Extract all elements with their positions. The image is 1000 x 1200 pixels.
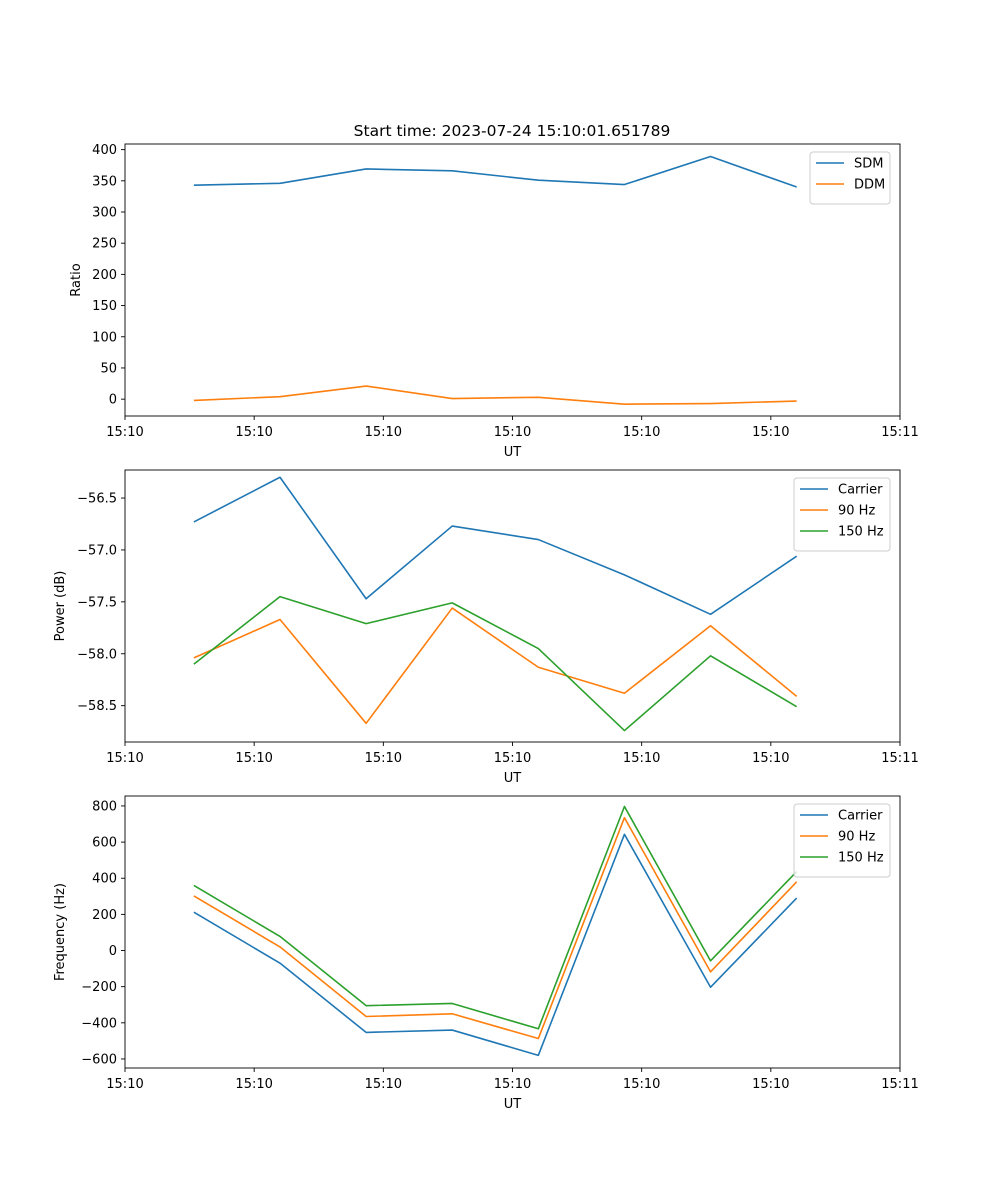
x-tick-label: 15:10 — [365, 425, 402, 440]
legend-label: Carrier — [838, 809, 883, 824]
y-axis-label: Power (dB) — [53, 571, 68, 642]
y-tick-label: 400 — [92, 143, 117, 158]
legend: SDM DDM — [809, 151, 891, 205]
series-line-sdm — [193, 155, 797, 188]
y-tick-label: −200 — [81, 980, 117, 995]
series-line-150-hz — [193, 595, 798, 732]
y-tick-label: 100 — [92, 330, 117, 345]
legend: Carrier 90 Hz 150 Hz — [793, 477, 891, 552]
x-axis-label: UT — [504, 1097, 522, 1112]
axes-frame — [124, 143, 901, 417]
y-tick-label: −600 — [81, 1052, 117, 1067]
series-line-150-hz — [193, 805, 798, 1030]
y-tick-label: 600 — [92, 836, 117, 851]
legend-box — [793, 803, 891, 878]
y-tick-label: 300 — [92, 206, 117, 221]
x-tick-label: 15:10 — [494, 1077, 531, 1092]
legend-label: SDM — [854, 157, 883, 172]
x-tick-label: 15:10 — [752, 1077, 789, 1092]
y-tick-label: −56.5 — [77, 492, 117, 507]
y-tick-label: −57.5 — [77, 595, 117, 610]
y-tick-label: 150 — [92, 299, 117, 314]
chart-panel-1: 15:10 15:10 15:10 15:10 15:10 15:10 15:11 0 50 10… — [69, 143, 919, 460]
legend-label: 90 Hz — [838, 830, 875, 845]
series-line-carrier — [193, 476, 798, 616]
legend-box — [809, 151, 891, 205]
x-tick-label: 15:10 — [494, 425, 531, 440]
x-tick-label: 15:11 — [881, 425, 918, 440]
x-tick-label: 15:10 — [106, 425, 143, 440]
x-tick-label: 15:10 — [752, 425, 789, 440]
x-tick-label: 15:10 — [235, 751, 272, 766]
y-tick-label: 0 — [109, 393, 117, 408]
x-tick-label: 15:10 — [623, 425, 660, 440]
axes-frame — [124, 795, 901, 1069]
series-line-90-hz — [193, 816, 798, 1040]
y-tick-label: 0 — [109, 944, 117, 959]
series-line-90-hz — [193, 607, 798, 725]
x-tick-label: 15:10 — [623, 1077, 660, 1092]
y-tick-label: −58.5 — [77, 699, 117, 714]
x-tick-label: 15:10 — [106, 1077, 143, 1092]
y-tick-label: −400 — [81, 1016, 117, 1031]
x-tick-label: 15:10 — [365, 751, 402, 766]
y-tick-label: 800 — [92, 799, 117, 814]
legend-box — [793, 477, 891, 552]
x-axis-label: UT — [504, 771, 522, 786]
legend-label: 150 Hz — [838, 525, 884, 540]
x-tick-label: 15:10 — [752, 751, 789, 766]
y-tick-label: 50 — [100, 361, 117, 376]
legend: Carrier 90 Hz 150 Hz — [793, 803, 891, 878]
y-tick-label: 400 — [92, 872, 117, 887]
figure-title: Start time: 2023-07-24 15:10:01.651789 — [354, 122, 671, 140]
legend-label: DDM — [854, 178, 885, 193]
y-tick-label: 200 — [92, 268, 117, 283]
y-tick-label: 250 — [92, 237, 117, 252]
series-line-ddm — [193, 385, 797, 405]
y-tick-label: 350 — [92, 174, 117, 189]
y-tick-label: −58.0 — [77, 647, 117, 662]
x-tick-label: 15:10 — [494, 751, 531, 766]
legend-label: 150 Hz — [838, 851, 884, 866]
x-tick-label: 15:10 — [106, 751, 143, 766]
x-tick-label: 15:10 — [365, 1077, 402, 1092]
legend-label: Carrier — [838, 483, 883, 498]
y-tick-label: 200 — [92, 908, 117, 923]
y-tick-label: −57.0 — [77, 543, 117, 558]
x-tick-label: 15:10 — [235, 1077, 272, 1092]
chart-panel-2: 15:10 15:10 15:10 15:10 15:10 15:10 15:11 −58.5… — [53, 469, 919, 786]
y-axis-label: Ratio — [69, 263, 84, 296]
x-tick-label: 15:11 — [881, 1077, 918, 1092]
x-tick-label: 15:10 — [623, 751, 660, 766]
legend-label: 90 Hz — [838, 504, 875, 519]
x-tick-label: 15:10 — [235, 425, 272, 440]
y-axis-label: Frequency (Hz) — [53, 883, 68, 981]
axes-frame — [124, 469, 901, 743]
chart-panel-3: 15:10 15:10 15:10 15:10 15:10 15:10 15:11 −600 −… — [53, 795, 919, 1112]
x-tick-label: 15:11 — [881, 751, 918, 766]
x-axis-label: UT — [504, 445, 522, 460]
series-line-carrier — [193, 833, 798, 1057]
